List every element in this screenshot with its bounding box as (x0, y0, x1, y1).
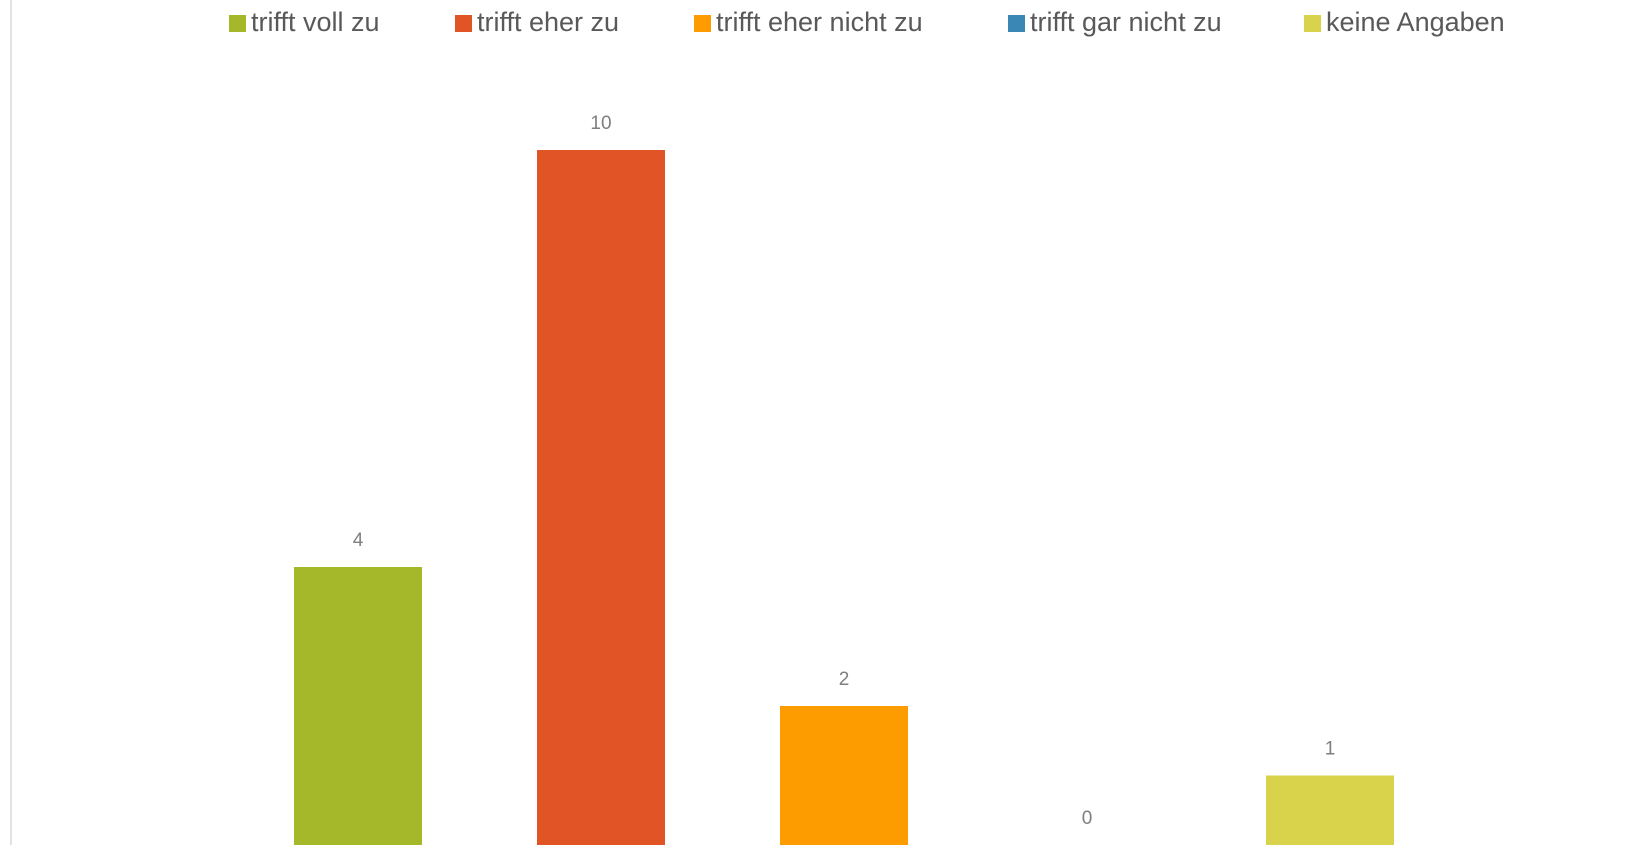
bar (780, 706, 908, 845)
legend-label: keine Angaben (1326, 7, 1505, 37)
value-label: 4 (353, 530, 364, 551)
legend-swatch (694, 15, 711, 32)
legend-label: trifft voll zu (251, 7, 380, 37)
legend-label: trifft gar nicht zu (1030, 7, 1222, 37)
legend-swatch (1008, 15, 1025, 32)
value-label: 0 (1082, 808, 1093, 829)
value-label: 2 (839, 669, 850, 690)
legend-swatch (229, 15, 246, 32)
legend-label: trifft eher nicht zu (716, 7, 923, 37)
value-label: 1 (1325, 739, 1336, 760)
value-label: 10 (590, 113, 611, 134)
bar (294, 567, 422, 845)
legend-label: trifft eher zu (477, 7, 619, 37)
bar (537, 150, 665, 845)
legend-swatch (455, 15, 472, 32)
legend-swatch (1304, 15, 1321, 32)
bar (1266, 775, 1394, 845)
